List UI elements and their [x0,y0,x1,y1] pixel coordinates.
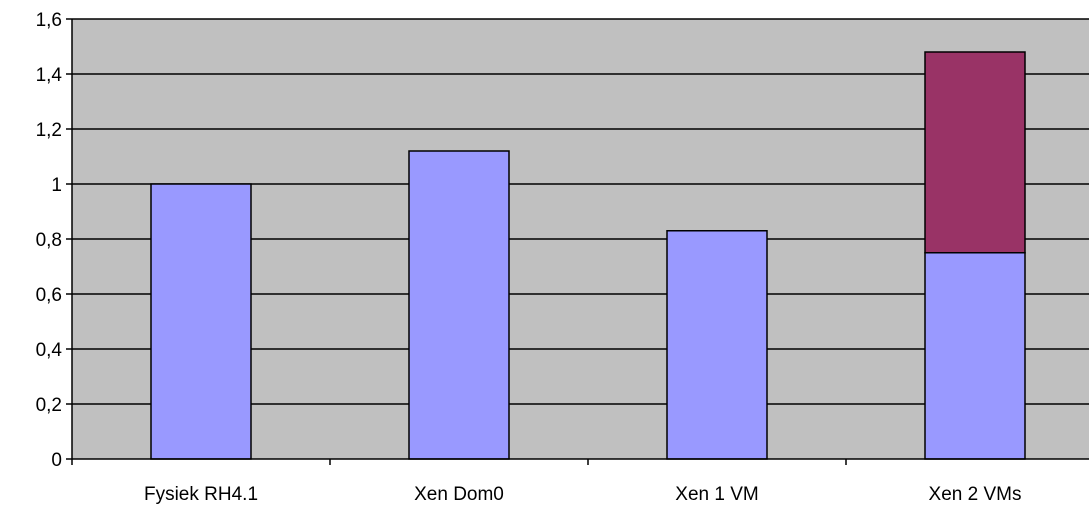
y-tick-label: 1,4 [36,65,63,86]
y-tick-label: 0,2 [36,395,62,416]
bar-2 [924,51,1026,254]
y-tick-label: 1,6 [36,10,62,31]
y-tick-label: 0,6 [36,285,62,306]
x-category-labels: Fysiek RH4.1 Xen Dom0 Xen 1 VM Xen 2 VMs [144,484,1021,505]
y-tick-labels: 0 0,2 0,4 0,6 0,8 1 1,2 1,4 1,6 [36,10,63,471]
bars [150,51,1026,460]
axes [66,18,1089,465]
x-category-label: Xen 1 VM [675,484,758,505]
x-category-label: Fysiek RH4.1 [144,484,258,505]
bar-1 [408,150,510,460]
bar-1 [150,183,252,460]
x-category-label: Xen 2 VMs [929,484,1022,505]
y-tick-label: 1,2 [36,120,62,141]
bar-1 [924,252,1026,460]
y-tick-label: 0,4 [36,340,63,361]
y-tick-label: 0 [51,450,62,471]
y-tick-label: 0,8 [36,230,62,251]
y-tick-label: 1 [51,175,62,196]
bar-1 [666,230,768,460]
x-category-label: Xen Dom0 [414,484,504,505]
